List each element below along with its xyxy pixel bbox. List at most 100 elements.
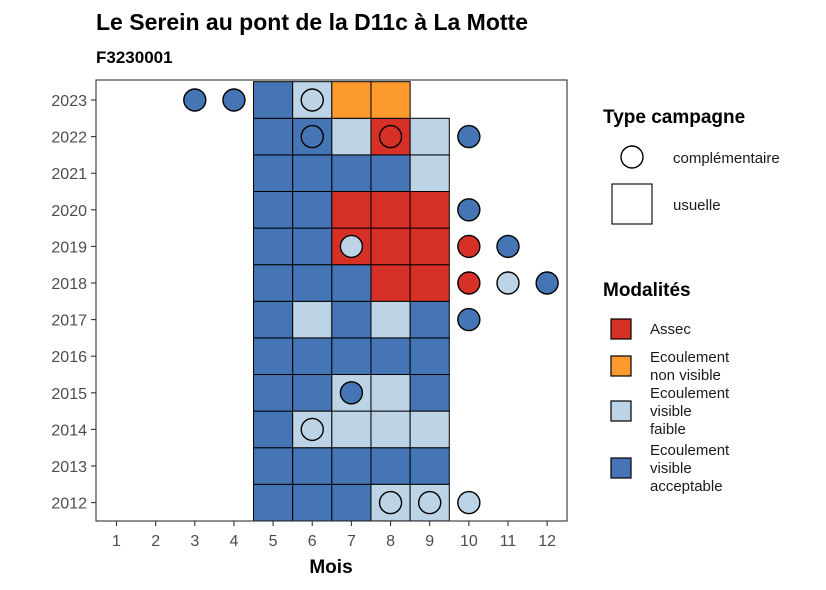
- point-2019-11: [496, 234, 520, 259]
- tile-2019-6: [292, 227, 333, 266]
- tile-2021-7: [331, 154, 372, 192]
- y-tick-label-2022: 2022: [51, 130, 87, 147]
- legend-modalite-label-1: Assec: [650, 321, 691, 338]
- point-2020-10: [457, 198, 481, 222]
- panel-border: [95, 79, 568, 522]
- y-tick-label-2017: 2017: [51, 313, 87, 330]
- tile-2017-8: [370, 300, 411, 339]
- x-tick-label-5: 5: [269, 533, 278, 550]
- tile-2018-8: [370, 264, 411, 302]
- tile-2018-9: [409, 264, 450, 302]
- y-tick-label-2018: 2018: [51, 276, 87, 293]
- legend-modalite-label-3: Ecoulement visible faible: [650, 385, 730, 438]
- point-2023-3: [183, 88, 207, 112]
- tile-2012-6: [292, 483, 333, 522]
- point-2023-6: [300, 88, 324, 112]
- legend-modalites-title: Modalités: [603, 280, 691, 301]
- point-2014-6: [300, 417, 324, 442]
- legend-swatch-1: [610, 318, 632, 340]
- tile-2013-9: [409, 447, 450, 485]
- legend-modalite-line: Ecoulement: [650, 349, 730, 366]
- tile-2022-5: [253, 117, 294, 156]
- tile-2018-5: [253, 264, 294, 302]
- tile-2015-5: [253, 374, 294, 412]
- point-2012-10: [457, 490, 481, 515]
- x-tick-label-2: 2: [151, 533, 160, 550]
- legend-modalite-line: Assec: [650, 321, 691, 338]
- legend-square-key: [611, 183, 653, 225]
- chart-subtitle: F3230001: [96, 48, 173, 67]
- legend-type-campagne: Type campagne complémentaire usuelle: [603, 107, 780, 225]
- tile-2016-7: [331, 337, 372, 375]
- legend-circle-key: [620, 145, 644, 169]
- tile-2020-5: [253, 191, 294, 229]
- tile-2023-7: [331, 81, 372, 119]
- tile-2015-6: [292, 374, 333, 412]
- x-tick-label-3: 3: [190, 533, 199, 550]
- tile-2014-5: [253, 410, 294, 449]
- y-tick-label-2019: 2019: [51, 239, 87, 256]
- legend-modalite-line: faible: [650, 421, 686, 438]
- legend-swatch-4: [610, 457, 632, 479]
- legend-type-campagne-title: Type campagne: [603, 107, 745, 128]
- tile-2018-7: [331, 264, 372, 302]
- tile-2015-9: [409, 374, 450, 412]
- tile-2017-6: [292, 300, 333, 339]
- chart-title: Le Serein au pont de la D11c à La Motte: [96, 9, 528, 35]
- y-tick-label-2012: 2012: [51, 496, 87, 513]
- y-tick-label-2021: 2021: [51, 166, 87, 183]
- legend-type-label-1: complémentaire: [673, 150, 780, 167]
- tile-2013-6: [292, 447, 333, 485]
- legend-modalite-label-4: Ecoulement visible acceptable: [650, 442, 730, 495]
- point-2018-11: [496, 271, 520, 295]
- tile-2012-7: [331, 483, 372, 522]
- plot-panel: [95, 79, 568, 522]
- point-2015-7: [339, 381, 364, 405]
- point-2023-4: [222, 88, 246, 112]
- tile-2017-9: [409, 300, 450, 339]
- tile-2014-8: [370, 410, 411, 449]
- tile-2021-5: [253, 154, 294, 192]
- y-tick-label-2014: 2014: [51, 422, 87, 439]
- point-2019-10: [457, 234, 481, 259]
- tile-2016-9: [409, 337, 450, 375]
- point-2018-12: [535, 271, 559, 295]
- y-tick-label-2016: 2016: [51, 349, 87, 366]
- legend-swatch-3: [610, 400, 632, 422]
- tile-2017-5: [253, 300, 294, 339]
- tile-2014-9: [409, 410, 450, 449]
- x-tick-label-10: 10: [460, 533, 478, 550]
- tile-2017-7: [331, 300, 372, 339]
- legend-swatch-2: [610, 355, 632, 377]
- legend-modalite-line: acceptable: [650, 478, 723, 495]
- tile-2012-5: [253, 483, 294, 522]
- point-2017-10: [457, 307, 481, 332]
- tile-2023-5: [253, 81, 294, 119]
- x-tick-label-4: 4: [229, 533, 238, 550]
- x-tick-label-9: 9: [425, 533, 434, 550]
- y-tick-label-2020: 2020: [51, 203, 87, 220]
- tile-2021-9: [409, 154, 450, 192]
- x-tick-label-11: 11: [500, 533, 517, 550]
- legend-modalite-label-2: Ecoulement non visible: [650, 349, 730, 384]
- tile-2019-8: [370, 227, 411, 266]
- legend-modalite-line: non visible: [650, 367, 721, 384]
- tile-2019-9: [409, 227, 450, 266]
- tile-2020-9: [409, 191, 450, 229]
- tile-2022-7: [331, 117, 372, 156]
- x-tick-label-6: 6: [308, 533, 317, 550]
- tile-2013-8: [370, 447, 411, 485]
- tile-2020-8: [370, 191, 411, 229]
- point-2022-10: [457, 124, 481, 149]
- x-tick-label-7: 7: [347, 533, 356, 550]
- x-tick-label-8: 8: [386, 533, 395, 550]
- legend-modalite-line: visible: [650, 460, 692, 477]
- point-2022-6: [300, 124, 324, 149]
- y-tick-label-2015: 2015: [51, 386, 87, 403]
- point-2019-7: [339, 234, 364, 259]
- tile-2013-7: [331, 447, 372, 485]
- legend-modalite-line: visible: [650, 403, 692, 420]
- tile-2020-6: [292, 191, 333, 229]
